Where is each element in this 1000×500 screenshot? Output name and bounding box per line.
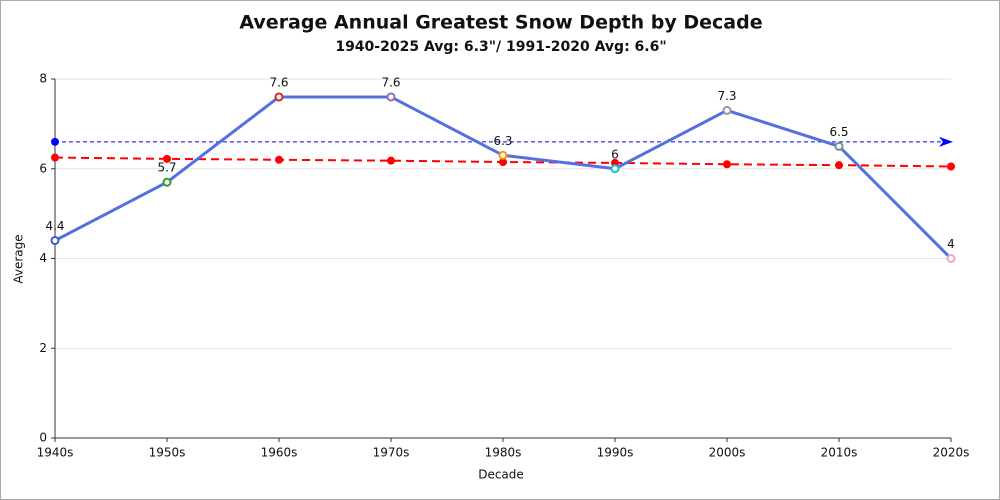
y-axis-label: Average xyxy=(12,234,26,283)
chart-title: Average Annual Greatest Snow Depth by De… xyxy=(239,12,762,34)
y-tick-label: 0 xyxy=(39,431,47,445)
data-point xyxy=(50,236,60,246)
x-tick-label: 1980s xyxy=(485,446,522,460)
data-label: 4.4 xyxy=(45,219,64,233)
x-tick-label: 1990s xyxy=(597,446,634,460)
data-label: 7.6 xyxy=(381,75,400,89)
data-label: 6 xyxy=(611,147,619,161)
x-tick-label: 1940s xyxy=(37,446,74,460)
trend-point xyxy=(275,155,283,164)
trend-point xyxy=(835,161,843,170)
data-label: 7.3 xyxy=(717,89,736,103)
trend-point xyxy=(387,156,395,165)
data-point xyxy=(946,254,956,263)
data-label: 5.7 xyxy=(157,161,176,175)
data-point xyxy=(498,150,508,160)
y-tick-label: 4 xyxy=(39,251,47,265)
x-tick-label: 1970s xyxy=(373,446,410,460)
x-tick-label: 2010s xyxy=(821,446,858,460)
trend-point xyxy=(51,153,59,162)
y-tick-label: 2 xyxy=(39,341,47,355)
data-point xyxy=(274,92,284,102)
y-tick-label: 8 xyxy=(39,72,47,86)
data-point xyxy=(610,164,620,174)
data-point xyxy=(386,92,396,102)
x-tick-label: 2000s xyxy=(709,446,746,460)
trend-point xyxy=(163,154,171,163)
chart-subtitle: 1940-2025 Avg: 6.3"/ 1991-2020 Avg: 6.6" xyxy=(335,39,666,55)
data-point xyxy=(722,105,732,115)
trend-point xyxy=(499,158,507,167)
data-point xyxy=(162,177,172,187)
x-tick-label: 1960s xyxy=(261,446,298,460)
trend-point xyxy=(723,160,731,169)
data-label: 6.5 xyxy=(829,125,848,139)
data-point xyxy=(834,141,844,151)
x-tick-label: 1950s xyxy=(149,446,186,460)
x-axis-label: Decade xyxy=(478,468,524,482)
trend-point xyxy=(947,162,955,171)
y-tick-label: 6 xyxy=(39,161,47,175)
data-line xyxy=(54,95,953,260)
reference-point xyxy=(51,137,59,146)
data-label: 6.3 xyxy=(493,134,512,148)
data-label: 4 xyxy=(947,237,955,251)
x-tick-label: 2020s xyxy=(933,446,970,460)
data-label: 7.6 xyxy=(269,75,288,89)
